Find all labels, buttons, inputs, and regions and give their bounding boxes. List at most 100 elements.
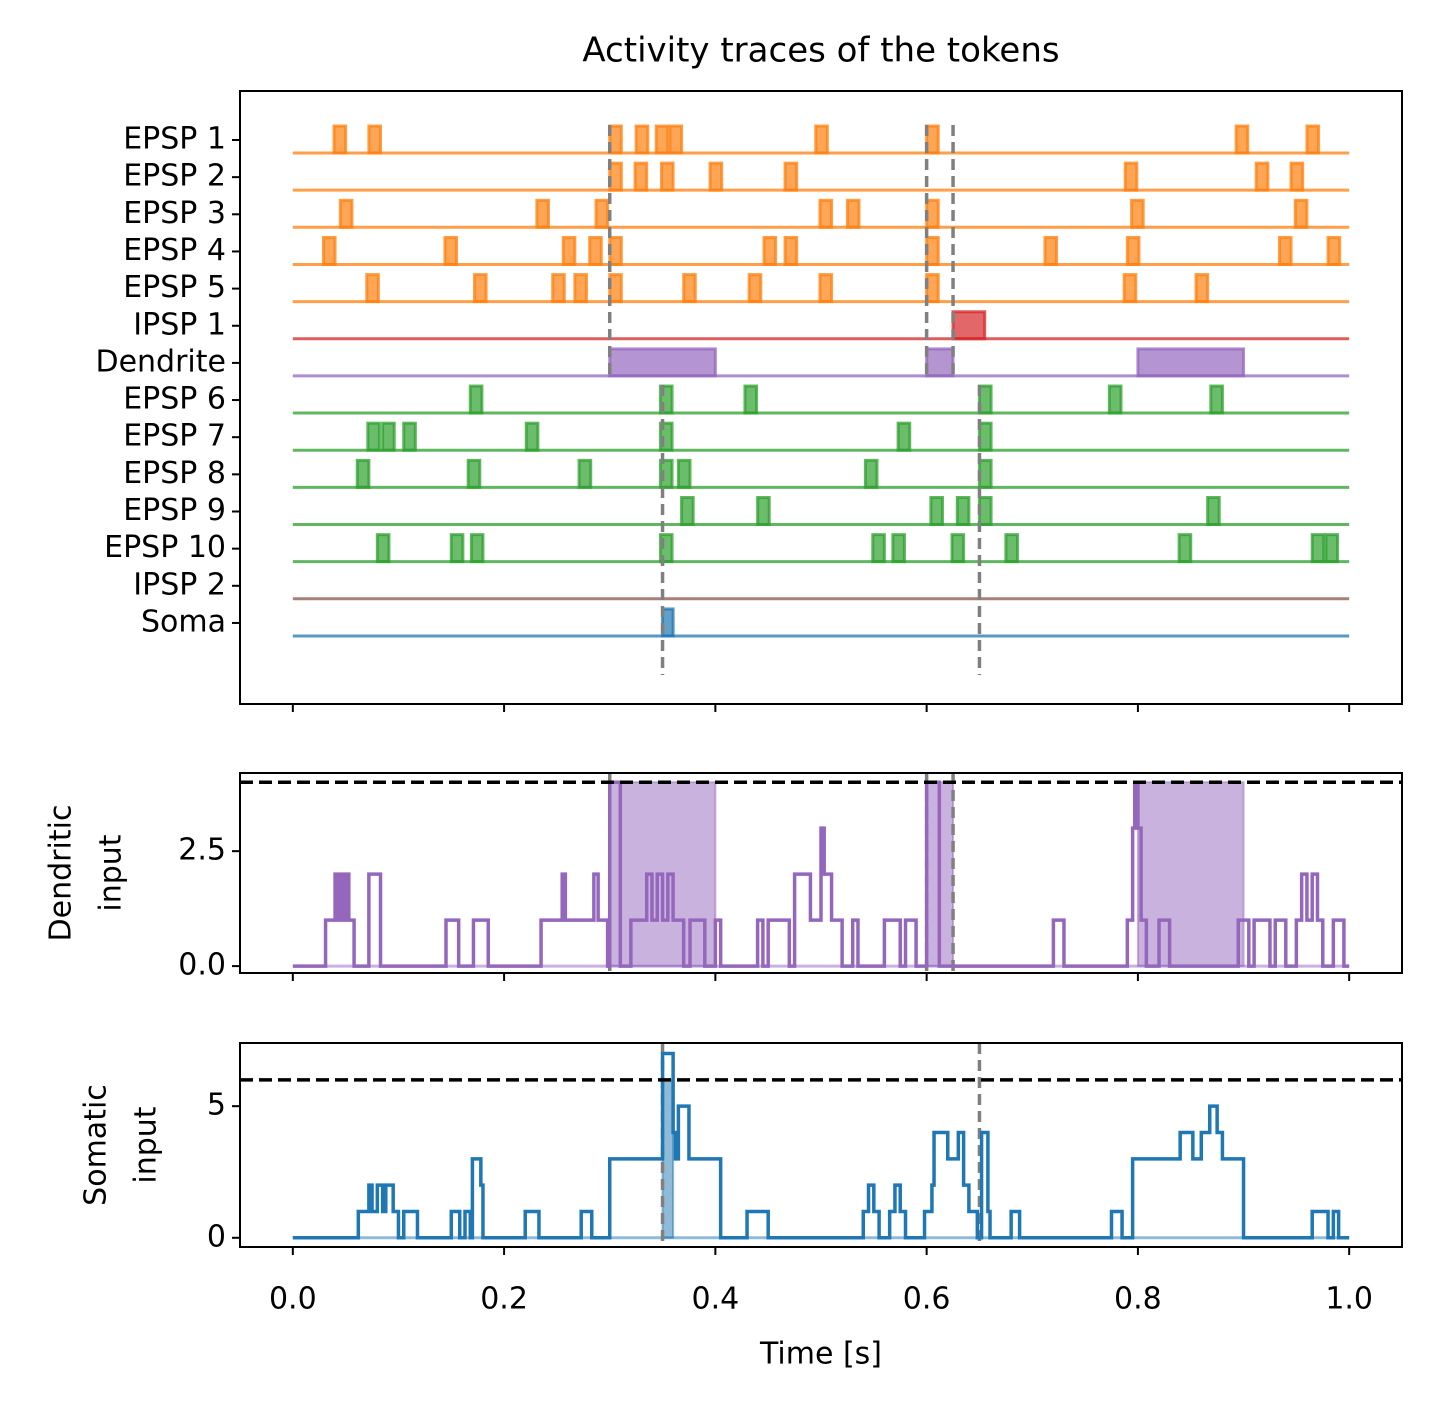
y-tick-label: IPSP 1 [133,307,226,342]
event-pulse [871,533,886,564]
event-pulse [561,235,577,266]
step-trace [292,1051,1350,1240]
event-pulse [1289,161,1305,192]
event-pulse [1234,124,1250,155]
event-pulse [925,347,955,378]
event-pulse [1123,161,1139,192]
event-pulse [634,124,650,155]
axes-frame [239,1042,1403,1248]
event-pulse [668,124,684,155]
event-pulse [747,273,763,304]
event-pulse [366,421,381,452]
event-pulse [818,198,834,229]
y-tick-label: EPSP 9 [123,493,226,528]
y-tick-label: 2.5 [178,833,226,868]
event-pulse [1136,347,1246,378]
event-pulse [676,458,692,489]
event-pulse [659,161,675,192]
event-pulse [1324,533,1340,564]
y-axis-label: Dendritic [44,805,79,942]
event-pulse [1107,384,1123,415]
event-pulse [863,458,879,489]
y-tick-label: EPSP 1 [123,122,226,157]
axes-frame [239,90,1403,705]
event-pulse [1293,198,1309,229]
step-trace [292,780,1350,968]
y-tick-label: EPSP 7 [123,419,226,454]
event-pulse [588,235,603,266]
event-pulse [1310,533,1326,564]
event-pulse [367,124,382,155]
event-pulse [633,161,649,192]
event-pulse [1254,161,1270,192]
y-tick-label: IPSP 2 [133,567,226,602]
y-tick-label: EPSP 2 [123,159,226,194]
event-pulse [783,235,799,266]
event-pulse [1206,496,1221,526]
event-pulse [365,273,380,304]
event-pulse [608,124,623,155]
event-pulse [1305,124,1321,155]
event-pulse [535,198,550,229]
event-pulse [977,384,993,415]
event-pulse [1004,533,1019,564]
event-pulse [338,198,354,229]
event-pulse [708,161,724,192]
x-tick-label: 0.8 [1114,1282,1162,1317]
y-tick-label: 0 [207,1219,226,1254]
event-pulse [551,273,566,304]
event-pulse [443,235,459,266]
event-pulse [375,533,391,564]
y-tick-label: EPSP 4 [123,233,226,268]
event-pulse [658,458,674,489]
event-pulse [577,458,593,489]
event-pulse [891,533,906,564]
event-pulse [1326,235,1342,266]
event-pulse [473,273,488,304]
event-pulse [1125,235,1141,266]
event-pulse [466,458,482,489]
y-tick-label: 5 [207,1088,226,1123]
event-pulse [661,607,675,638]
y-tick-label: EPSP 6 [123,382,226,417]
event-pulse [762,235,778,266]
event-pulse [925,124,940,155]
event-pulse [756,496,771,526]
x-tick-label: 0.0 [269,1282,317,1317]
y-tick-label: EPSP 8 [123,456,226,491]
chart-title: Activity traces of the tokens [582,31,1059,71]
event-pulse [818,273,834,304]
event-pulse [608,347,717,378]
y-tick-label: Soma [141,604,226,639]
x-axis-label: Time [s] [759,1337,882,1372]
y-tick-label: EPSP 3 [123,196,226,231]
event-pulse [594,198,610,229]
event-pulse [896,421,912,452]
x-tick-label: 0.2 [480,1282,528,1317]
x-tick-label: 0.4 [692,1282,740,1317]
event-pulse [1209,384,1224,415]
event-pulse [468,384,484,415]
y-tick-label: Dendrite [95,344,226,379]
y-tick-label: EPSP 5 [123,270,226,305]
event-pulse [682,273,697,304]
event-pulse [402,421,417,452]
y-axis-label: input [129,1106,164,1183]
event-pulse [845,198,861,229]
shaded-interval [1136,781,1245,968]
event-pulse [743,384,759,415]
event-pulse [355,458,371,489]
event-pulse [658,533,674,564]
event-pulse [1177,533,1193,564]
event-pulse [321,235,337,266]
event-pulse [573,273,588,304]
axes-frame [239,772,1403,974]
y-tick-label: EPSP 10 [104,530,226,565]
event-pulse [1122,273,1138,304]
x-tick-label: 0.6 [903,1282,951,1317]
event-pulse [1277,235,1293,266]
event-pulse [469,533,485,564]
event-pulse [814,124,829,155]
event-pulse [1043,235,1059,266]
